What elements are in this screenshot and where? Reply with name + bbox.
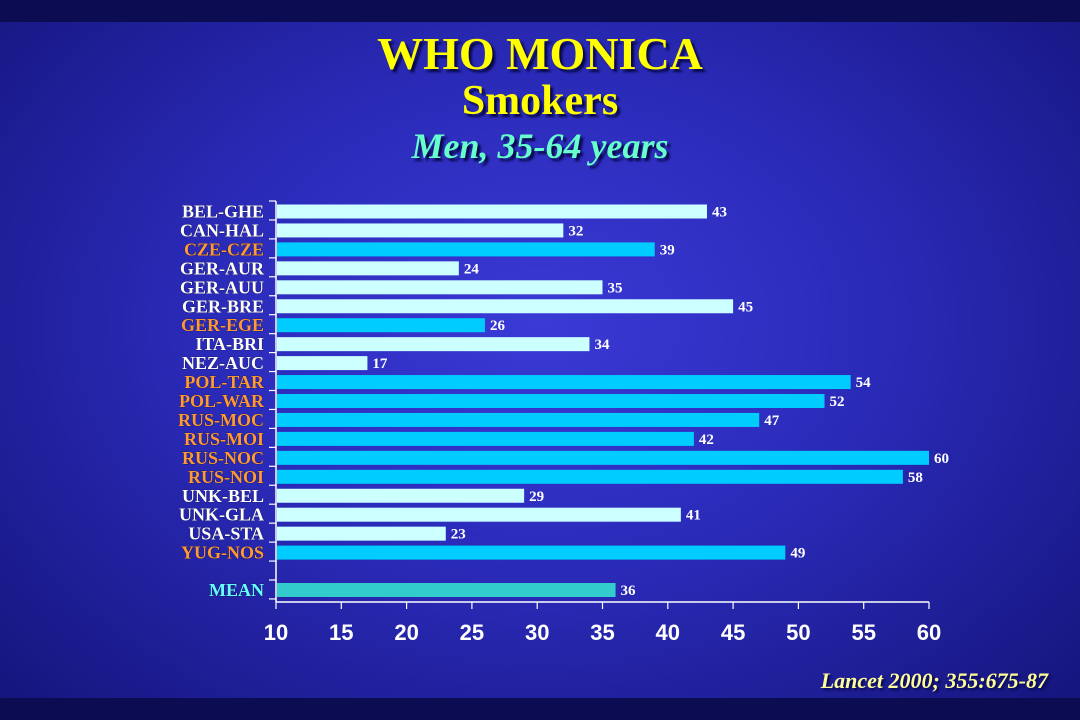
bar-ger-aur-value-label: 24 <box>464 261 480 277</box>
bar-ger-auu-category-label: GER-AUU <box>180 277 264 297</box>
bar-usa-sta-bar <box>277 526 446 541</box>
bottom-frame <box>0 698 1080 720</box>
bar-ger-aur-bar <box>277 261 459 276</box>
bar-usa-sta-category-label: USA-STA <box>188 524 264 544</box>
bar-can-hal-bar <box>277 223 564 238</box>
bar-ger-ege-bar <box>277 318 485 333</box>
bar-ita-bri-bar <box>277 337 590 352</box>
bar-cze-cze-bar <box>277 242 655 257</box>
bar-pol-war-category-label: POL-WAR <box>179 391 265 411</box>
bar-rus-noc-bar <box>277 450 929 465</box>
title-block: WHO MONICA Smokers Men, 35-64 years <box>0 30 1080 168</box>
bar-pol-war-bar <box>277 394 825 408</box>
bar-ger-aur-category-label: GER-AUR <box>180 258 265 278</box>
bar-ger-bre-category-label: GER-BRE <box>182 296 264 316</box>
x-tick-label: 20 <box>394 620 418 645</box>
x-tick-label: 15 <box>329 620 353 645</box>
bar-ger-ege-value-label: 26 <box>490 318 506 334</box>
bar-unk-gla-category-label: UNK-GLA <box>179 505 264 525</box>
bar-ita-bri-category-label: ITA-BRI <box>195 334 264 354</box>
bar-unk-bel-bar <box>277 488 525 503</box>
bar-rus-noc-category-label: RUS-NOC <box>182 448 264 468</box>
x-tick-label: 25 <box>460 620 484 645</box>
x-tick-label: 35 <box>590 620 614 645</box>
chart-subtitle: Smokers <box>461 78 619 124</box>
bar-unk-bel-value-label: 29 <box>529 489 544 505</box>
bar-rus-moc-category-label: RUS-MOC <box>178 410 264 430</box>
bar-can-hal-value-label: 32 <box>568 223 583 239</box>
bar-pol-tar-bar <box>277 375 851 390</box>
bar-rus-moi-bar <box>277 431 694 446</box>
bar-mean-value-label: 36 <box>621 583 637 599</box>
bar-unk-gla-value-label: 41 <box>686 508 701 524</box>
bar-nez-auc-category-label: NEZ-AUC <box>182 353 264 373</box>
bar-ita-bri-value-label: 34 <box>594 337 610 353</box>
bar-yug-nos-bar <box>277 545 786 560</box>
bar-rus-noc-value-label: 60 <box>934 451 949 467</box>
bar-bel-ghe-bar <box>277 204 707 219</box>
bar-yug-nos-category-label: YUG-NOS <box>181 543 264 563</box>
bar-ger-auu-value-label: 35 <box>608 280 623 296</box>
bar-usa-sta-value-label: 23 <box>451 527 466 543</box>
bar-rus-moc-bar <box>277 412 760 427</box>
chart-title: WHO MONICA <box>377 28 703 79</box>
bar-can-hal-category-label: CAN-HAL <box>180 220 264 240</box>
x-tick-label: 55 <box>851 620 875 645</box>
x-tick-label: 50 <box>786 620 810 645</box>
bar-mean-category-label: MEAN <box>209 580 264 600</box>
x-tick-label: 10 <box>264 620 288 645</box>
bar-yug-nos-value-label: 49 <box>790 546 805 562</box>
bar-unk-bel-category-label: UNK-BEL <box>182 486 264 506</box>
citation: Lancet 2000; 355:675-87 <box>820 668 1048 693</box>
bar-ger-ege-category-label: GER-EGE <box>181 315 264 335</box>
x-tick-label: 40 <box>656 620 680 645</box>
bar-rus-moc-value-label: 47 <box>764 413 780 429</box>
bar-bel-ghe-category-label: BEL-GHE <box>182 202 264 222</box>
bar-rus-moi-category-label: RUS-MOI <box>184 429 264 449</box>
bar-nez-auc-bar <box>277 356 368 371</box>
bar-ger-bre-bar <box>277 299 734 314</box>
bar-rus-noi-bar <box>277 469 903 484</box>
bar-rus-noi-category-label: RUS-NOI <box>188 467 264 487</box>
top-frame <box>0 0 1080 22</box>
bar-pol-tar-value-label: 54 <box>856 375 872 391</box>
bar-nez-auc-value-label: 17 <box>372 356 388 372</box>
bar-mean-bar <box>277 583 616 597</box>
x-tick-label: 60 <box>917 620 941 645</box>
x-tick-label: 30 <box>525 620 549 645</box>
bar-cze-cze-value-label: 39 <box>660 242 675 258</box>
chart-subtitle-population: Men, 35-64 years <box>411 126 669 166</box>
bar-pol-war-value-label: 52 <box>830 394 845 410</box>
bar-ger-bre-value-label: 45 <box>738 299 753 315</box>
bar-unk-gla-bar <box>277 507 681 522</box>
bar-rus-moi-value-label: 42 <box>699 432 714 448</box>
bar-rus-noi-value-label: 58 <box>908 470 923 486</box>
bar-ger-auu-bar <box>277 280 603 295</box>
bar-bel-ghe-value-label: 43 <box>712 205 727 221</box>
bar-cze-cze-category-label: CZE-CZE <box>184 239 264 259</box>
bar-pol-tar-category-label: POL-TAR <box>184 372 265 392</box>
x-tick-label: 45 <box>721 620 745 645</box>
